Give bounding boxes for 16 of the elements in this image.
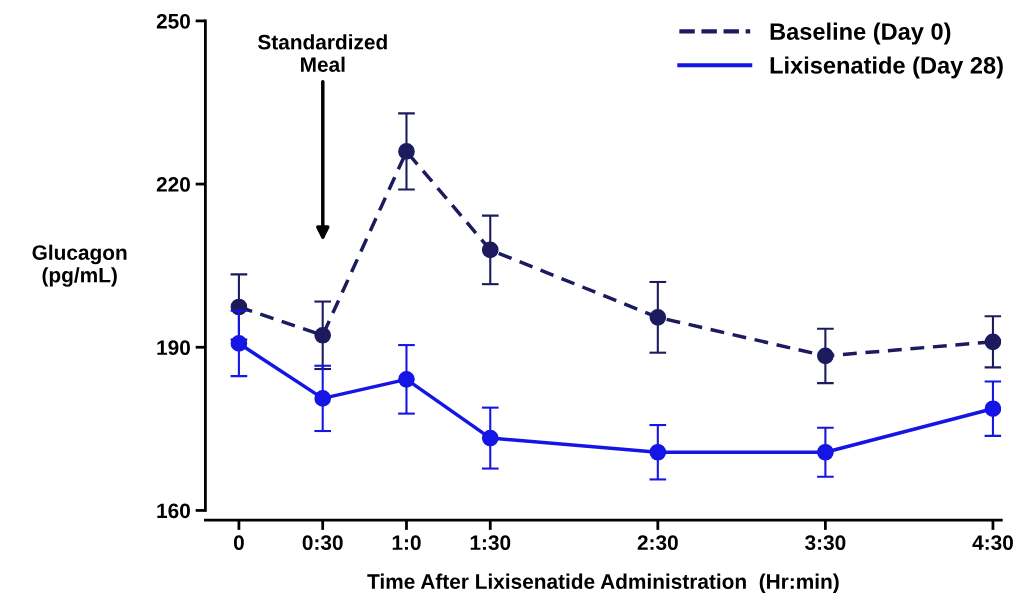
y-tick-label: 250 [156, 13, 190, 29]
annotation: Standardized Meal [258, 34, 387, 72]
y-axis-title: Glucagon (pg/mL) [32, 244, 127, 287]
x-tick-label: 0 [233, 535, 244, 551]
x-tick-label: 0:30 [302, 535, 343, 551]
legend-label: Lixisenatide (Day 28) [770, 56, 1003, 79]
y-tick-label: 190 [157, 340, 190, 356]
legend-label: Baseline (Day 0) [770, 22, 951, 45]
x-axis-title: Time After Lixisenatide Administration (Hr:min) [367, 573, 839, 594]
y-tick-label: 220 [156, 177, 190, 192]
x-tick-label: 1:0 [392, 535, 421, 551]
x-tick-label: 1:30 [470, 535, 511, 551]
x-tick-label: 3:30 [805, 535, 846, 551]
y-tick-label: 160 [157, 503, 190, 519]
x-tick-label: 2:30 [637, 535, 678, 551]
x-tick-label: 4:30 [972, 535, 1013, 551]
